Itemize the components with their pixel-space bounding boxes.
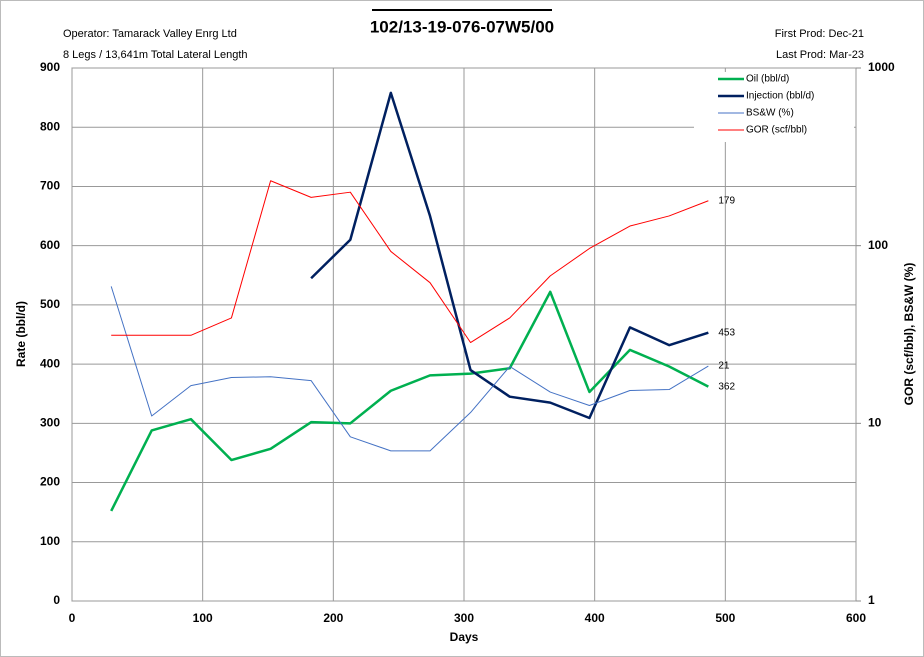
y2-tick-label: 100 <box>868 238 888 252</box>
y-tick-label: 500 <box>40 297 60 311</box>
y-tick-label: 700 <box>40 179 60 193</box>
x-tick-label: 400 <box>585 611 605 625</box>
end-label: 21 <box>718 361 730 372</box>
legend-label: GOR (scf/bbl) <box>746 125 807 136</box>
x-tick-label: 100 <box>193 611 213 625</box>
y-tick-label: 200 <box>40 475 60 489</box>
x-tick-label: 300 <box>454 611 474 625</box>
x-tick-label: 500 <box>715 611 735 625</box>
series-line <box>310 91 709 420</box>
y-tick-label: 300 <box>40 416 60 430</box>
end-label: 362 <box>718 381 735 392</box>
y2-axis-label: GOR (scf/bbl), BS&W (%) <box>902 263 916 406</box>
annotation: Operator: Tamarack Valley Enrg Ltd <box>63 28 237 40</box>
chart-title: 102/13-19-076-07W5/00 <box>370 17 554 36</box>
y-tick-label: 800 <box>40 119 60 133</box>
y-tick-label: 0 <box>53 593 60 607</box>
series-line <box>110 286 709 452</box>
y2-tick-label: 1000 <box>868 60 895 74</box>
x-tick-label: 200 <box>323 611 343 625</box>
annotation: First Prod: Dec-21 <box>775 28 864 40</box>
annotation: 8 Legs / 13,641m Total Lateral Length <box>63 49 248 61</box>
end-label: 453 <box>718 327 735 338</box>
y-axis-label: Rate (bbl/d) <box>14 301 28 367</box>
y-tick-label: 400 <box>40 356 60 370</box>
x-tick-label: 600 <box>846 611 866 625</box>
legend-label: Injection (bbl/d) <box>746 91 814 102</box>
series-line <box>111 180 709 344</box>
y-tick-label: 900 <box>40 60 60 74</box>
x-axis-label: Days <box>450 630 479 644</box>
y-tick-label: 600 <box>40 238 60 252</box>
y2-tick-label: 10 <box>868 416 882 430</box>
end-label: 179 <box>718 195 735 206</box>
legend-label: BS&W (%) <box>746 108 794 119</box>
y-tick-label: 100 <box>40 534 60 548</box>
legend-label: Oil (bbl/d) <box>746 74 789 85</box>
y2-tick-label: 1 <box>868 593 875 607</box>
annotation: Last Prod: Mar-23 <box>776 49 864 61</box>
x-tick-label: 0 <box>69 611 76 625</box>
